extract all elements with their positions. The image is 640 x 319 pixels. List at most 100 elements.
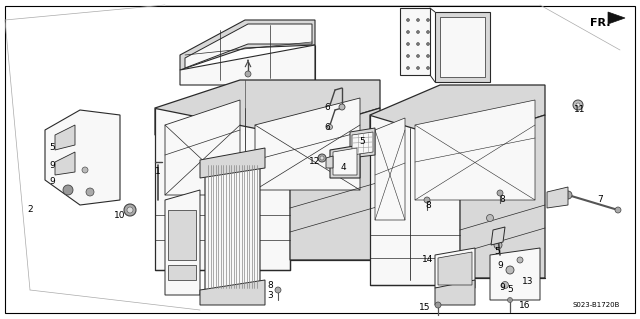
Text: 10: 10 (115, 211, 125, 219)
Circle shape (615, 207, 621, 213)
Polygon shape (350, 128, 375, 158)
Text: 3: 3 (267, 291, 273, 300)
Circle shape (82, 167, 88, 173)
Polygon shape (290, 108, 380, 260)
Circle shape (406, 66, 410, 70)
Circle shape (318, 154, 326, 162)
Circle shape (502, 281, 509, 288)
Polygon shape (438, 252, 472, 285)
Circle shape (573, 100, 583, 110)
Polygon shape (440, 17, 485, 77)
Circle shape (486, 214, 493, 221)
Circle shape (63, 185, 73, 195)
Text: 6: 6 (324, 103, 330, 113)
Text: 5: 5 (359, 137, 365, 146)
Circle shape (417, 19, 419, 21)
Text: 11: 11 (574, 106, 586, 115)
Polygon shape (200, 280, 265, 305)
Circle shape (406, 19, 410, 21)
Circle shape (508, 298, 513, 302)
Polygon shape (333, 148, 357, 175)
Polygon shape (180, 45, 315, 85)
Polygon shape (200, 148, 265, 178)
Polygon shape (460, 115, 545, 278)
Text: 13: 13 (522, 278, 534, 286)
Circle shape (497, 190, 503, 196)
Circle shape (339, 104, 345, 110)
Text: 15: 15 (419, 303, 431, 313)
Polygon shape (45, 110, 120, 205)
Circle shape (417, 42, 419, 46)
Circle shape (245, 71, 251, 77)
Text: 1: 1 (155, 167, 161, 176)
Polygon shape (165, 100, 240, 195)
Text: 5: 5 (49, 144, 55, 152)
Text: 8: 8 (425, 201, 431, 210)
Text: 16: 16 (519, 300, 531, 309)
Polygon shape (547, 187, 568, 208)
Polygon shape (326, 156, 333, 168)
Polygon shape (205, 162, 260, 290)
Text: 5: 5 (494, 248, 500, 256)
Polygon shape (330, 145, 360, 178)
Polygon shape (155, 108, 290, 270)
Circle shape (426, 19, 429, 21)
Circle shape (417, 66, 419, 70)
Circle shape (320, 156, 324, 160)
Text: S023-B1720B: S023-B1720B (573, 302, 620, 308)
Circle shape (328, 124, 333, 130)
Text: 6: 6 (324, 123, 330, 132)
Polygon shape (435, 12, 490, 82)
Text: 9: 9 (49, 160, 55, 169)
Circle shape (506, 266, 514, 274)
Polygon shape (435, 280, 475, 305)
Circle shape (426, 55, 429, 57)
Polygon shape (255, 98, 360, 190)
Text: 4: 4 (340, 162, 346, 172)
Polygon shape (608, 12, 625, 24)
Polygon shape (435, 248, 475, 288)
Circle shape (494, 241, 502, 249)
Bar (168, 210, 196, 260)
Circle shape (435, 302, 441, 308)
Circle shape (424, 197, 430, 203)
Circle shape (517, 257, 523, 263)
Circle shape (127, 207, 133, 213)
Polygon shape (352, 132, 373, 155)
Polygon shape (370, 115, 460, 285)
Polygon shape (375, 118, 405, 220)
Polygon shape (415, 100, 535, 200)
Circle shape (406, 31, 410, 33)
Text: 9: 9 (49, 177, 55, 187)
Circle shape (124, 204, 136, 216)
Polygon shape (185, 24, 312, 68)
Text: FR.: FR. (590, 18, 611, 28)
Polygon shape (370, 85, 545, 142)
Circle shape (564, 191, 572, 199)
Polygon shape (400, 8, 430, 75)
Polygon shape (180, 20, 315, 70)
Polygon shape (55, 125, 75, 150)
Text: 8: 8 (499, 196, 505, 204)
Circle shape (406, 42, 410, 46)
Polygon shape (55, 152, 75, 175)
Bar (168, 265, 196, 280)
Polygon shape (490, 248, 540, 300)
Circle shape (406, 55, 410, 57)
Text: 2: 2 (27, 205, 33, 214)
Text: 5: 5 (507, 286, 513, 294)
Text: 14: 14 (422, 256, 434, 264)
Circle shape (417, 31, 419, 33)
Text: 7: 7 (597, 196, 603, 204)
Circle shape (275, 287, 281, 293)
Polygon shape (491, 227, 505, 245)
Circle shape (86, 188, 94, 196)
Circle shape (426, 66, 429, 70)
Circle shape (417, 55, 419, 57)
Circle shape (426, 31, 429, 33)
Text: 8: 8 (267, 280, 273, 290)
Polygon shape (155, 80, 380, 135)
Text: 12: 12 (309, 158, 321, 167)
Text: 9: 9 (499, 284, 505, 293)
Text: 9: 9 (497, 261, 503, 270)
